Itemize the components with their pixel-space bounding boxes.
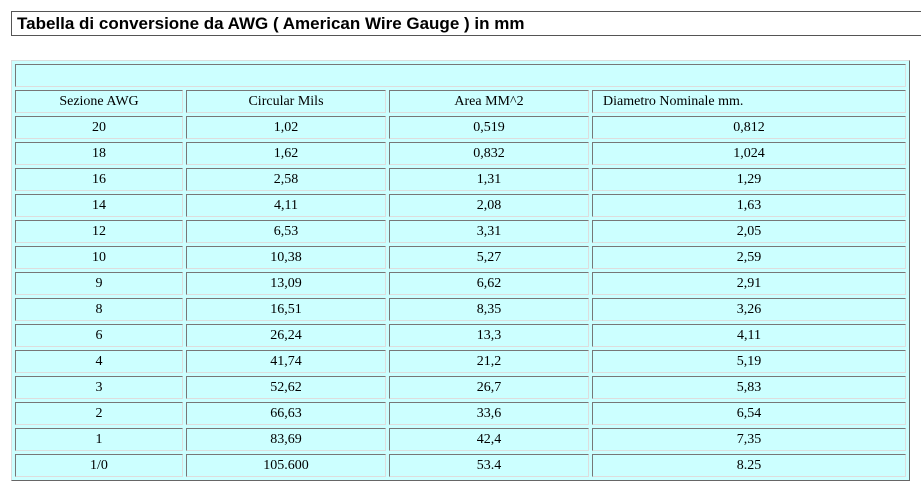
- data-cell: 52,62: [186, 376, 386, 399]
- data-cell: 1,024: [592, 142, 906, 165]
- data-cell: 0,832: [389, 142, 589, 165]
- data-row: 2 66,63 33,6 6,54: [15, 402, 906, 425]
- data-row: 4 41,74 21,2 5,19: [15, 350, 906, 373]
- data-cell: 2,58: [186, 168, 386, 191]
- data-row: 16 2,58 1,31 1,29: [15, 168, 906, 191]
- data-row: 20 1,02 0,519 0,812: [15, 116, 906, 139]
- data-cell: 4,11: [592, 324, 906, 347]
- data-cell: 5,27: [389, 246, 589, 269]
- data-cell: 0,812: [592, 116, 906, 139]
- data-cell: 33,6: [389, 402, 589, 425]
- data-cell: 16,51: [186, 298, 386, 321]
- data-row: 1 83,69 42,4 7,35: [15, 428, 906, 451]
- data-cell: 3,31: [389, 220, 589, 243]
- data-row: 8 16,51 8,35 3,26: [15, 298, 906, 321]
- header-cell: Area MM^2: [389, 90, 589, 113]
- data-cell: 9: [15, 272, 183, 295]
- data-cell: 8: [15, 298, 183, 321]
- data-cell: 1/0: [15, 454, 183, 477]
- data-cell: 18: [15, 142, 183, 165]
- conversion-table: Sezione AWG Circular Mils Area MM^2 Diametr…: [11, 60, 910, 481]
- data-row: 9 13,09 6,62 2,91: [15, 272, 906, 295]
- data-cell: 8,35: [389, 298, 589, 321]
- data-row: 14 4,11 2,08 1,63: [15, 194, 906, 217]
- data-cell: 4,11: [186, 194, 386, 217]
- header-cell: Diametro Nominale mm.: [592, 90, 906, 113]
- data-row: 10 10,38 5,27 2,59: [15, 246, 906, 269]
- data-cell: 6,54: [592, 402, 906, 425]
- data-row: 1/0 105.600 53.4 8.25: [15, 454, 906, 477]
- data-cell: 8.25: [592, 454, 906, 477]
- data-cell: 1: [15, 428, 183, 451]
- data-cell: 0,519: [389, 116, 589, 139]
- data-cell: 21,2: [389, 350, 589, 373]
- data-cell: 53.4: [389, 454, 589, 477]
- data-row: 3 52,62 26,7 5,83: [15, 376, 906, 399]
- header-row: Sezione AWG Circular Mils Area MM^2 Diametr…: [15, 90, 906, 113]
- data-cell: 13,3: [389, 324, 589, 347]
- data-row: 12 6,53 3,31 2,05: [15, 220, 906, 243]
- data-cell: 7,35: [592, 428, 906, 451]
- data-cell: 16: [15, 168, 183, 191]
- data-cell: 26,7: [389, 376, 589, 399]
- empty-cell: [15, 64, 906, 87]
- data-cell: 10: [15, 246, 183, 269]
- data-cell: 2,05: [592, 220, 906, 243]
- data-cell: 2: [15, 402, 183, 425]
- data-cell: 42,4: [389, 428, 589, 451]
- data-cell: 83,69: [186, 428, 386, 451]
- data-cell: 14: [15, 194, 183, 217]
- data-cell: 4: [15, 350, 183, 373]
- data-cell: 10,38: [186, 246, 386, 269]
- data-cell: 2,59: [592, 246, 906, 269]
- data-cell: 41,74: [186, 350, 386, 373]
- data-cell: 3: [15, 376, 183, 399]
- data-cell: 5,83: [592, 376, 906, 399]
- header-cell: Sezione AWG: [15, 90, 183, 113]
- data-cell: 20: [15, 116, 183, 139]
- data-cell: 6,62: [389, 272, 589, 295]
- data-cell: 105.600: [186, 454, 386, 477]
- empty-row: [15, 64, 906, 87]
- data-cell: 1,02: [186, 116, 386, 139]
- data-cell: 1,31: [389, 168, 589, 191]
- data-cell: 5,19: [592, 350, 906, 373]
- data-cell: 1,63: [592, 194, 906, 217]
- data-row: 6 26,24 13,3 4,11: [15, 324, 906, 347]
- data-cell: 12: [15, 220, 183, 243]
- data-cell: 1,62: [186, 142, 386, 165]
- data-row: 18 1,62 0,832 1,024: [15, 142, 906, 165]
- data-cell: 66,63: [186, 402, 386, 425]
- data-cell: 13,09: [186, 272, 386, 295]
- data-cell: 3,26: [592, 298, 906, 321]
- data-cell: 2,08: [389, 194, 589, 217]
- header-cell: Circular Mils: [186, 90, 386, 113]
- data-cell: 2,91: [592, 272, 906, 295]
- data-cell: 26,24: [186, 324, 386, 347]
- page-title: Tabella di conversione da AWG ( American…: [11, 11, 921, 36]
- data-cell: 1,29: [592, 168, 906, 191]
- data-cell: 6: [15, 324, 183, 347]
- data-cell: 6,53: [186, 220, 386, 243]
